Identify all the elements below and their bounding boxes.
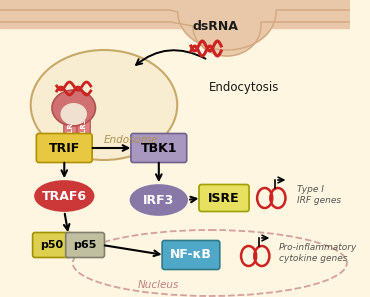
Text: ISRE: ISRE — [208, 192, 240, 205]
Text: dsRNA: dsRNA — [192, 20, 238, 32]
Polygon shape — [0, 0, 350, 28]
Text: p65: p65 — [73, 240, 97, 250]
Ellipse shape — [61, 103, 87, 125]
Text: TRIF: TRIF — [48, 141, 80, 154]
Text: p50: p50 — [40, 240, 64, 250]
FancyBboxPatch shape — [33, 233, 71, 257]
Text: Endocytosis: Endocytosis — [209, 81, 279, 94]
Ellipse shape — [131, 185, 187, 215]
Text: Pro-inflammatory
cytokine genes: Pro-inflammatory cytokine genes — [279, 243, 357, 263]
Text: TLR3: TLR3 — [81, 117, 87, 137]
Ellipse shape — [31, 50, 177, 160]
FancyBboxPatch shape — [36, 133, 92, 162]
Text: Nucleus: Nucleus — [138, 280, 179, 290]
Ellipse shape — [52, 90, 95, 126]
Text: TRAF6: TRAF6 — [42, 189, 87, 203]
Text: TLR3: TLR3 — [67, 117, 73, 137]
FancyBboxPatch shape — [162, 241, 220, 269]
Polygon shape — [0, 0, 350, 50]
Text: NF-κB: NF-κB — [170, 249, 212, 261]
Text: IRF3: IRF3 — [143, 194, 174, 206]
FancyBboxPatch shape — [77, 99, 90, 151]
Ellipse shape — [35, 181, 94, 211]
FancyBboxPatch shape — [66, 233, 104, 257]
FancyBboxPatch shape — [199, 184, 249, 211]
Text: Type I
IRF genes: Type I IRF genes — [297, 185, 341, 205]
Text: Endosome: Endosome — [103, 135, 158, 145]
FancyBboxPatch shape — [64, 99, 77, 151]
Polygon shape — [0, 10, 350, 56]
Text: TBK1: TBK1 — [141, 141, 177, 154]
FancyBboxPatch shape — [131, 133, 187, 162]
